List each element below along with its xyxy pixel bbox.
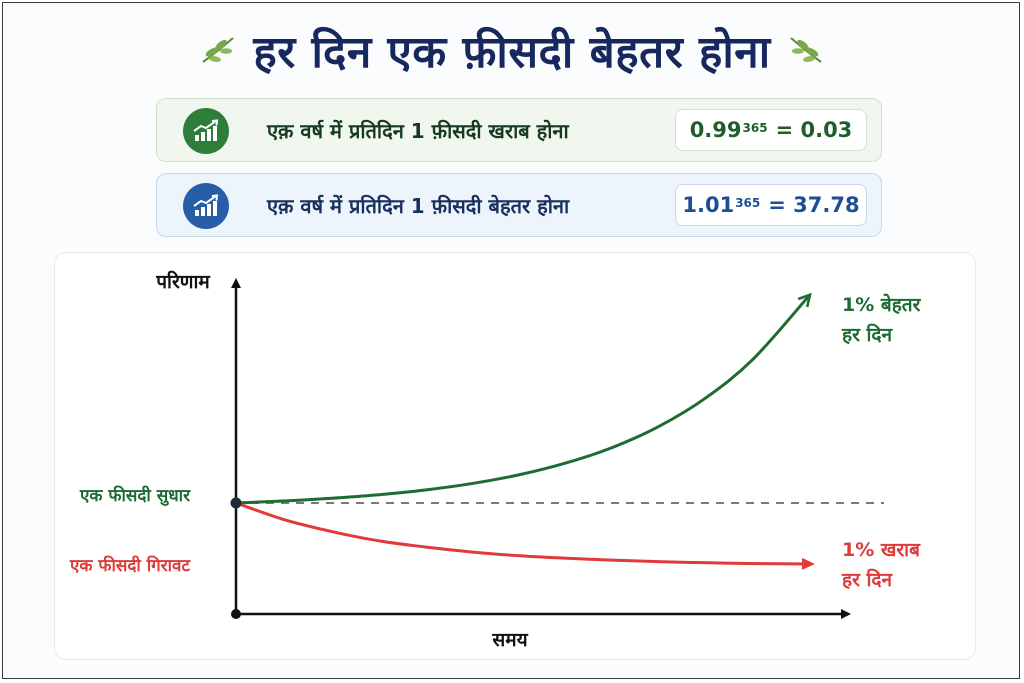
leaf-sprig-icon (201, 36, 235, 64)
worse-card: एक़ वर्ष में प्रतिदिन 1 फ़ीसदी खराब होना… (156, 98, 882, 162)
worse-result: = 0.03 (775, 118, 853, 142)
start-point (230, 497, 242, 509)
better-series-label-line2: हर दिन (841, 323, 893, 346)
left-label-decline: एक फीसदी गिरावट (69, 555, 192, 576)
growth-chart-icon (183, 183, 229, 229)
better-series-line (235, 297, 808, 505)
better-exponent: 365 (735, 196, 761, 210)
chart-panel (54, 252, 976, 660)
worse-series-line (235, 501, 815, 570)
worse-series-label-line1: 1% खराब (842, 539, 921, 561)
origin-dot (231, 609, 241, 619)
title-row: हर दिन एक फ़ीसदी बेहतर होना (0, 20, 1024, 80)
worse-formula: 0.99 365 = 0.03 (675, 109, 867, 151)
left-label-improve: एक फीसदी सुधार (79, 485, 191, 506)
better-formula: 1.01 365 = 37.78 (675, 184, 867, 226)
x-axis-label: समय (491, 629, 528, 651)
leaf-sprig-icon (789, 36, 823, 64)
better-card-text: एक़ वर्ष में प्रतिदिन 1 फ़ीसदी बेहतर होन… (267, 194, 570, 218)
page-title: हर दिन एक फ़ीसदी बेहतर होना (253, 27, 771, 78)
worse-exponent: 365 (742, 121, 768, 135)
better-base: 1.01 (682, 193, 735, 217)
better-series-label-line1: 1% बेहतर (842, 293, 922, 316)
worse-base: 0.99 (689, 118, 742, 142)
growth-chart-icon (183, 108, 229, 154)
worse-card-text: एक़ वर्ष में प्रतिदिन 1 फ़ीसदी खराब होना (267, 119, 569, 143)
better-card: एक़ वर्ष में प्रतिदिन 1 फ़ीसदी बेहतर होन… (156, 173, 882, 237)
y-axis-label: परिणाम (155, 270, 210, 293)
worse-series-label-line2: हर दिन (841, 568, 893, 591)
better-result: = 37.78 (768, 193, 860, 217)
